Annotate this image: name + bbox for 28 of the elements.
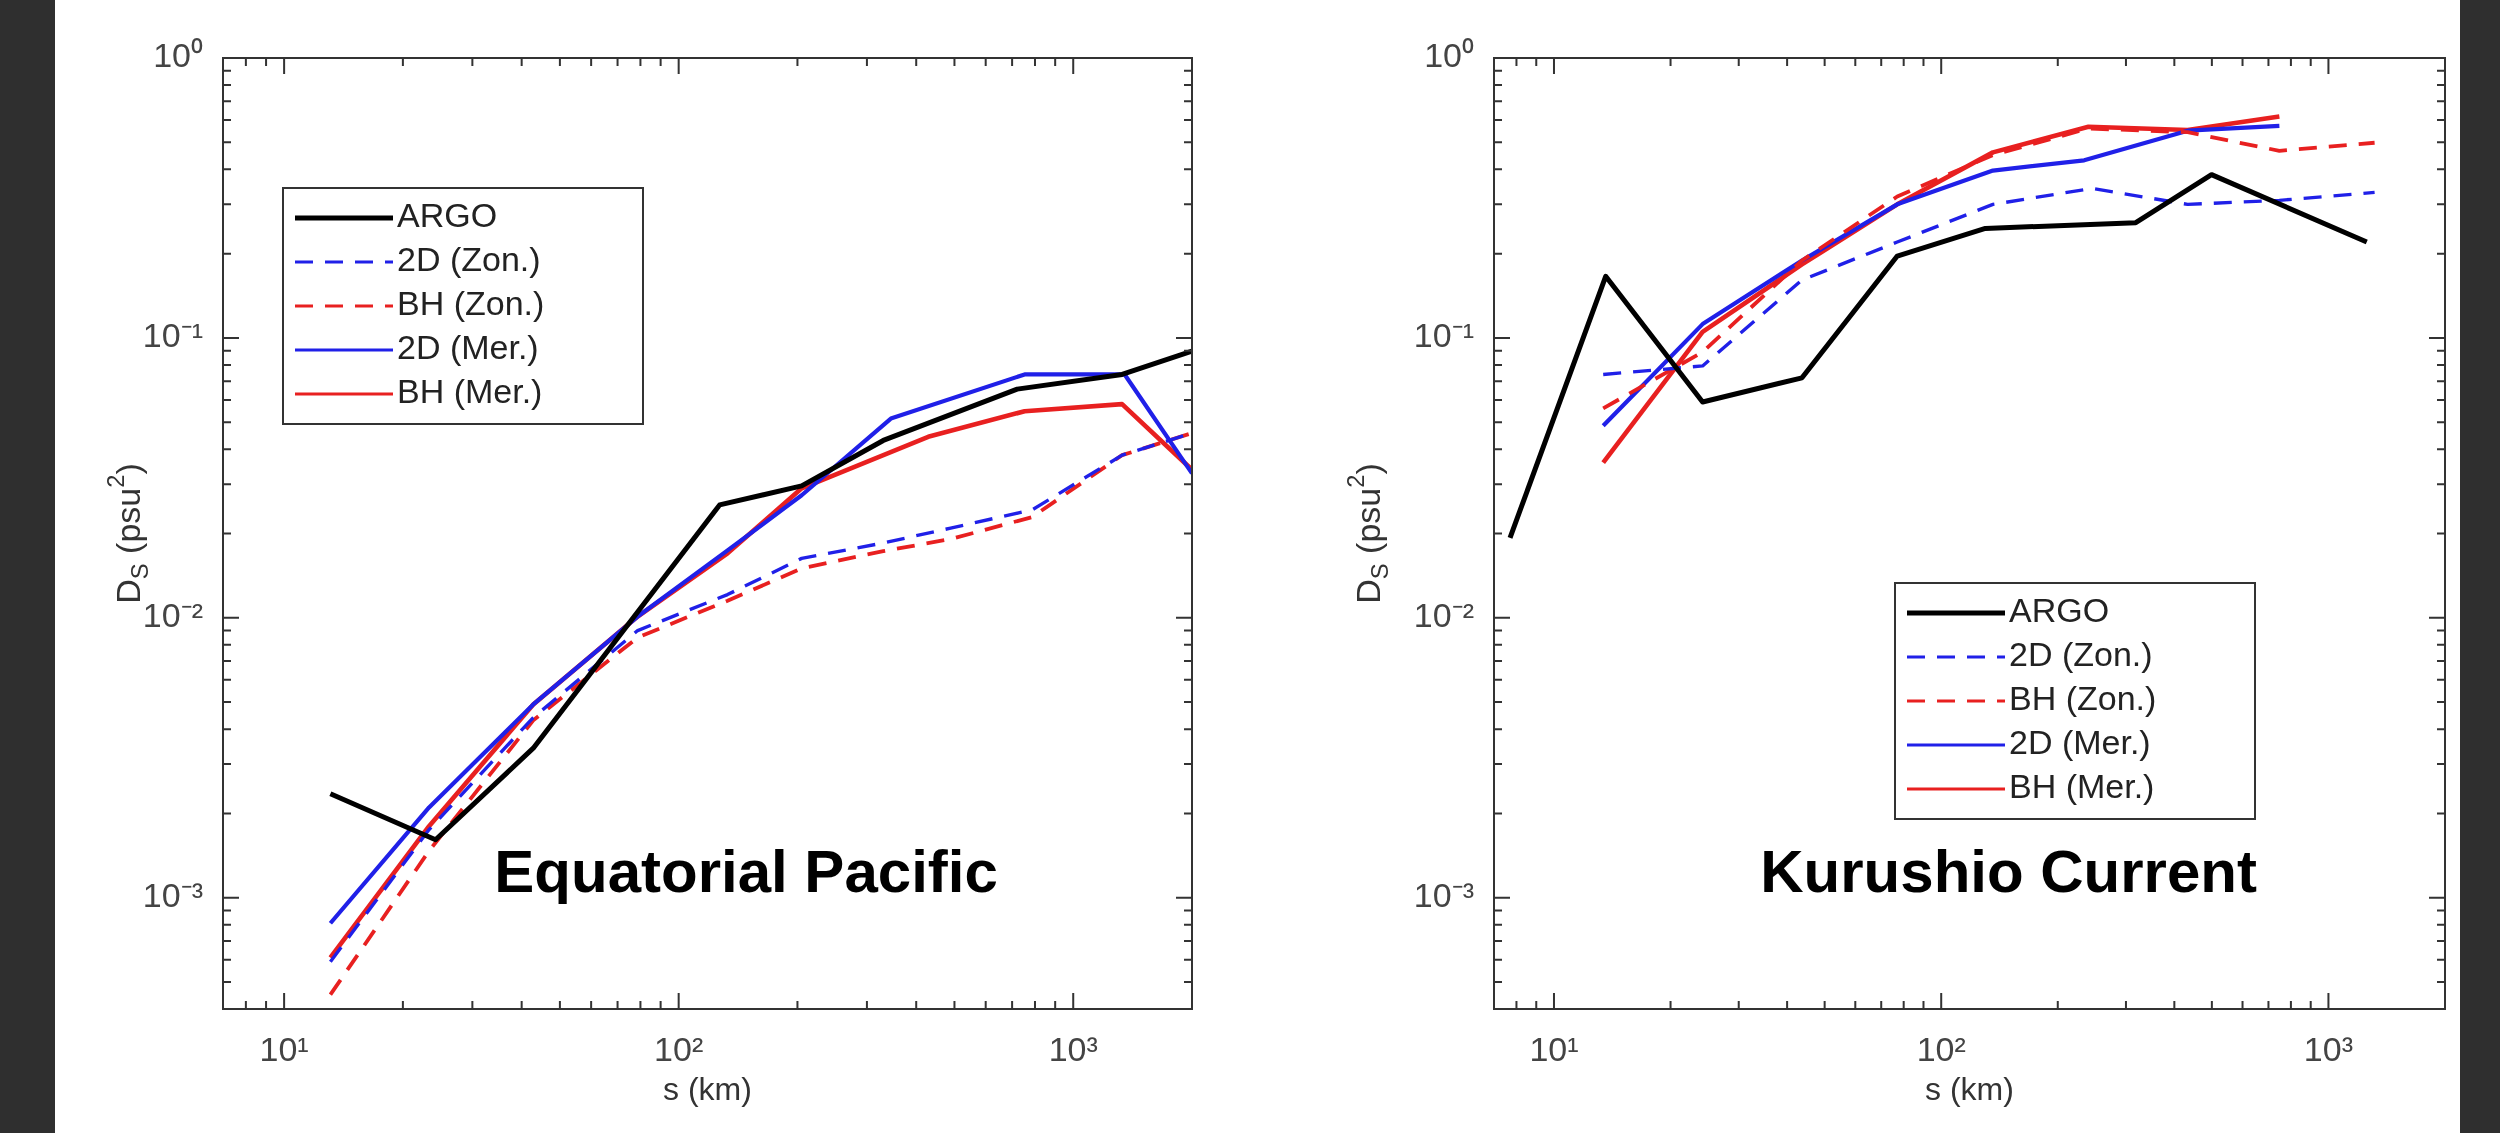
y-tick-label: 10⁰ [1424, 36, 1474, 75]
y-axis-title: DS (psu2) [1341, 463, 1393, 604]
legend-label: 2D (Zon.) [397, 240, 541, 279]
legend-label: BH (Mer.) [397, 372, 543, 411]
y-tick-label: 10⁻¹ [1413, 316, 1474, 355]
y-tick-label: 10⁻¹ [142, 316, 203, 355]
y-tick-label: 10⁰ [153, 36, 203, 75]
x-tick-label: 10² [1916, 1029, 1966, 1068]
annotation: Kurushio Current [1760, 838, 2257, 906]
y-tick-label: 10⁻³ [1413, 876, 1474, 914]
legend-label: 2D (Mer.) [397, 328, 539, 367]
legend-label: 2D (Mer.) [2009, 723, 2151, 762]
legend-label: ARGO [397, 196, 498, 235]
x-axis-title: s (km) [1925, 1070, 2014, 1107]
y-tick-label: 10⁻² [1413, 596, 1474, 635]
legend-label: ARGO [2009, 591, 2110, 630]
legend-label: BH (Zon.) [397, 284, 545, 323]
x-tick-label: 10¹ [1529, 1029, 1579, 1068]
x-tick-label: 10³ [2303, 1029, 2353, 1068]
x-tick-label: 10² [654, 1029, 704, 1068]
x-axis-title: s (km) [663, 1070, 752, 1107]
legend-label: BH (Mer.) [2009, 767, 2155, 806]
x-tick-label: 10¹ [259, 1029, 309, 1068]
y-tick-label: 10⁻³ [142, 876, 203, 914]
x-tick-label: 10³ [1048, 1029, 1098, 1068]
legend-label: BH (Zon.) [2009, 679, 2157, 718]
annotation: Equatorial Pacific [494, 838, 998, 906]
legend-label: 2D (Zon.) [2009, 635, 2153, 674]
